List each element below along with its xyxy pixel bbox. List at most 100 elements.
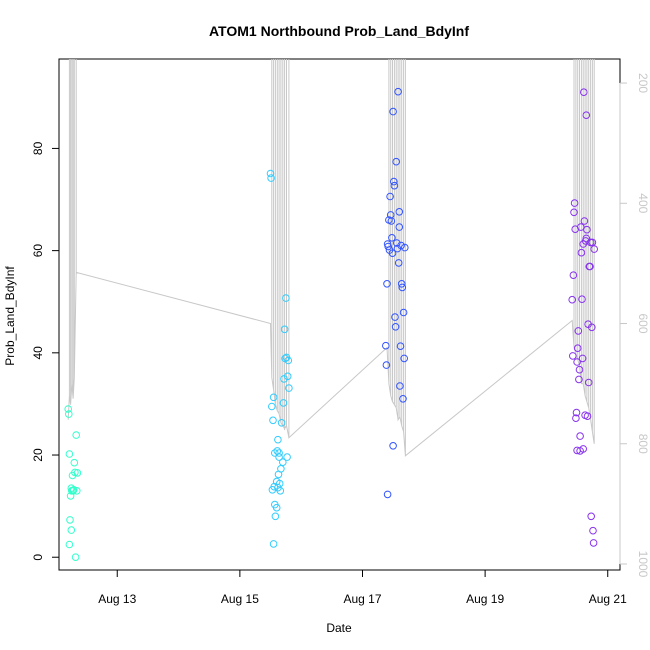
data-point [572,414,580,423]
data-point [582,234,591,243]
data-point [69,486,78,494]
data-point [277,419,286,427]
data-point [569,271,578,280]
scatter-points [64,87,599,562]
plot-frame [58,58,621,571]
data-point [271,512,280,521]
data-point [588,323,596,332]
y-axis-label: Prob_Land_BdyInf [3,266,17,366]
data-point [389,442,397,450]
y-tick-label: 60 [31,244,45,258]
data-point [389,107,397,116]
gray-line-series [67,59,595,457]
data-point [394,87,402,96]
data-point [275,449,283,457]
data-point [387,217,396,225]
data-point [395,223,404,231]
data-point [579,445,588,453]
data-point [384,242,393,251]
data-point [268,402,276,411]
data-point [586,262,594,271]
data-point [280,325,289,334]
data-point [574,327,583,335]
data-point [284,356,293,365]
data-point [398,283,407,292]
data-point [400,354,409,363]
data-point [390,177,398,186]
data-point [572,408,581,417]
data-point [272,503,281,512]
data-point [282,294,290,302]
data-point [589,526,597,535]
data-point [285,384,293,392]
data-point [573,358,581,366]
data-point [382,361,391,369]
data-point [582,111,591,119]
data-point [588,238,597,247]
data-point [277,465,285,473]
y2-tick-label: 400 [636,193,650,213]
data-point [396,382,404,390]
data-point [576,432,584,440]
data-point [279,399,288,407]
data-point [275,479,284,488]
data-point [391,313,399,321]
x-tick-label: Aug 19 [466,592,504,606]
x-tick-label: Aug 13 [98,592,136,606]
data-point [397,241,405,250]
data-point [569,352,577,360]
data-point [578,354,587,363]
data-point [382,341,390,350]
data-point [271,449,279,457]
y-axis-left: 0 20 40 60 80 [31,141,60,561]
data-point [70,458,79,467]
data-point [399,395,407,403]
data-point [73,469,82,477]
data-point [71,553,80,562]
data-point [390,181,399,190]
data-point [396,342,405,351]
data-point [395,208,404,216]
data-point [587,512,596,521]
data-point [279,458,287,467]
data-point [283,372,292,381]
data-point [267,174,275,182]
data-point [388,249,397,257]
y-axis-right: 200 400 600 800 1000 [619,73,650,578]
data-point [269,540,278,548]
data-point [589,539,598,547]
data-point [578,295,586,304]
y2-tick-label: 1000 [636,551,650,578]
x-tick-label: Aug 21 [589,592,627,606]
data-point [583,225,591,234]
data-point [65,410,73,418]
data-point [275,453,283,461]
x-tick-label: Aug 17 [343,592,381,606]
data-point [393,239,401,247]
x-tick-label: Aug 15 [221,592,259,606]
data-point [568,295,577,304]
data-point [401,243,409,252]
data-point [580,217,589,225]
data-point [266,169,275,178]
data-point [580,88,588,96]
chart-title: ATOM1 Northbound Prob_Land_BdyInf [209,23,469,39]
data-point [283,453,291,461]
data-point [399,308,408,317]
data-point [391,323,400,331]
data-point [269,416,277,425]
data-point [383,490,392,499]
data-point [570,199,579,207]
data-point [575,375,583,384]
x-axis-label: Date [326,621,352,635]
data-point [68,487,76,495]
x-axis: Aug 13 Aug 15 Aug 17 Aug 19 Aug 21 [98,569,627,606]
data-point [383,280,391,288]
y2-tick-label: 800 [636,434,650,454]
data-point [269,393,278,402]
data-point [573,344,582,353]
gray-line-path [67,59,595,457]
data-point [388,234,396,242]
y-tick-label: 40 [31,346,45,360]
